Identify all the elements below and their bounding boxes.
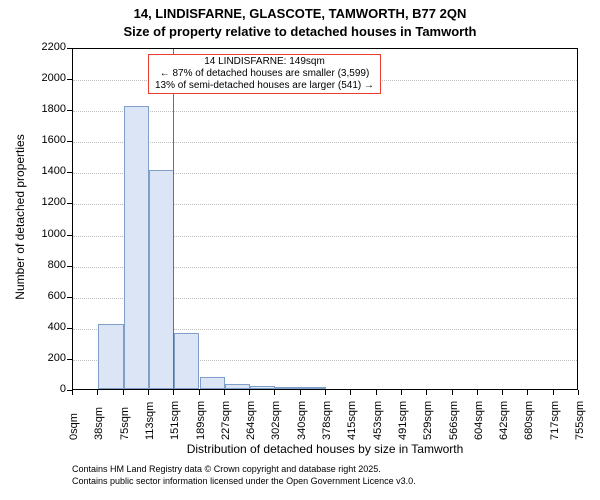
xtick-label: 680sqm — [523, 401, 535, 440]
xtick-mark — [426, 390, 427, 395]
xtick-mark — [199, 390, 200, 395]
ytick-mark — [67, 203, 72, 204]
xtick-label: 415sqm — [346, 401, 358, 440]
histogram-bar — [124, 106, 149, 389]
xtick-mark — [148, 390, 149, 395]
xtick-mark — [578, 390, 579, 395]
xtick-mark — [274, 390, 275, 395]
xtick-label: 529sqm — [422, 401, 434, 440]
y-axis-label: Number of detached properties — [13, 87, 27, 347]
ytick-mark — [67, 141, 72, 142]
ytick-mark — [67, 359, 72, 360]
histogram-bar — [225, 384, 250, 389]
ytick-label: 800 — [30, 259, 66, 271]
annotation-box: 14 LINDISFARNE: 149sqm ← 87% of detached… — [148, 54, 381, 94]
histogram-bar — [98, 324, 123, 389]
histogram-bar — [250, 386, 275, 389]
reference-line — [173, 49, 174, 389]
xtick-label: 378sqm — [321, 401, 333, 440]
ytick-label: 1800 — [30, 103, 66, 115]
xtick-label: 113sqm — [144, 402, 156, 440]
xtick-mark — [477, 390, 478, 395]
xtick-mark — [72, 390, 73, 395]
ytick-label: 1200 — [30, 196, 66, 208]
xtick-label: 75sqm — [119, 407, 131, 440]
xtick-mark — [249, 390, 250, 395]
x-axis-label: Distribution of detached houses by size … — [72, 442, 578, 456]
ytick-label: 400 — [30, 321, 66, 333]
histogram-bar — [174, 333, 199, 389]
xtick-mark — [173, 390, 174, 395]
chart-container: 14, LINDISFARNE, GLASCOTE, TAMWORTH, B77… — [0, 0, 600, 500]
ytick-label: 2200 — [30, 41, 66, 53]
xtick-label: 566sqm — [448, 401, 460, 440]
ytick-mark — [67, 48, 72, 49]
xtick-mark — [376, 390, 377, 395]
xtick-label: 151sqm — [169, 401, 181, 440]
chart-title-line2: Size of property relative to detached ho… — [0, 24, 600, 39]
footnote-line1: Contains HM Land Registry data © Crown c… — [72, 464, 381, 474]
footnote-line2: Contains public sector information licen… — [72, 476, 416, 486]
xtick-mark — [401, 390, 402, 395]
xtick-mark — [224, 390, 225, 395]
ytick-label: 1400 — [30, 165, 66, 177]
xtick-mark — [350, 390, 351, 395]
annotation-line3: 13% of semi-detached houses are larger (… — [155, 80, 374, 92]
ytick-label: 200 — [30, 352, 66, 364]
ytick-label: 600 — [30, 290, 66, 302]
histogram-bar — [200, 377, 225, 389]
xtick-label: 491sqm — [397, 401, 409, 440]
ytick-label: 1600 — [30, 134, 66, 146]
ytick-mark — [67, 79, 72, 80]
xtick-mark — [97, 390, 98, 395]
xtick-mark — [300, 390, 301, 395]
ytick-label: 1000 — [30, 228, 66, 240]
ytick-mark — [67, 110, 72, 111]
annotation-line1: 14 LINDISFARNE: 149sqm — [155, 56, 374, 68]
ytick-mark — [67, 297, 72, 298]
xtick-label: 302sqm — [270, 401, 282, 440]
xtick-mark — [502, 390, 503, 395]
xtick-label: 0sqm — [68, 413, 80, 440]
xtick-label: 604sqm — [473, 401, 485, 440]
chart-title-line1: 14, LINDISFARNE, GLASCOTE, TAMWORTH, B77… — [0, 6, 600, 21]
xtick-label: 340sqm — [296, 401, 308, 440]
ytick-mark — [67, 266, 72, 267]
histogram-bar — [149, 170, 174, 389]
plot-area — [72, 48, 578, 390]
xtick-mark — [452, 390, 453, 395]
xtick-mark — [553, 390, 554, 395]
xtick-label: 755sqm — [574, 401, 586, 440]
ytick-mark — [67, 172, 72, 173]
xtick-label: 227sqm — [220, 401, 232, 440]
xtick-label: 453sqm — [372, 401, 384, 440]
ytick-mark — [67, 235, 72, 236]
xtick-label: 717sqm — [549, 401, 561, 440]
ytick-label: 0 — [30, 383, 66, 395]
histogram-bar — [301, 387, 326, 389]
xtick-label: 38sqm — [93, 407, 105, 440]
xtick-label: 189sqm — [195, 401, 207, 440]
xtick-label: 264sqm — [245, 401, 257, 440]
xtick-mark — [325, 390, 326, 395]
xtick-label: 642sqm — [498, 401, 510, 440]
ytick-mark — [67, 328, 72, 329]
annotation-line2: ← 87% of detached houses are smaller (3,… — [155, 68, 374, 80]
ytick-label: 2000 — [30, 72, 66, 84]
xtick-mark — [527, 390, 528, 395]
xtick-mark — [123, 390, 124, 395]
histogram-bar — [275, 387, 300, 389]
